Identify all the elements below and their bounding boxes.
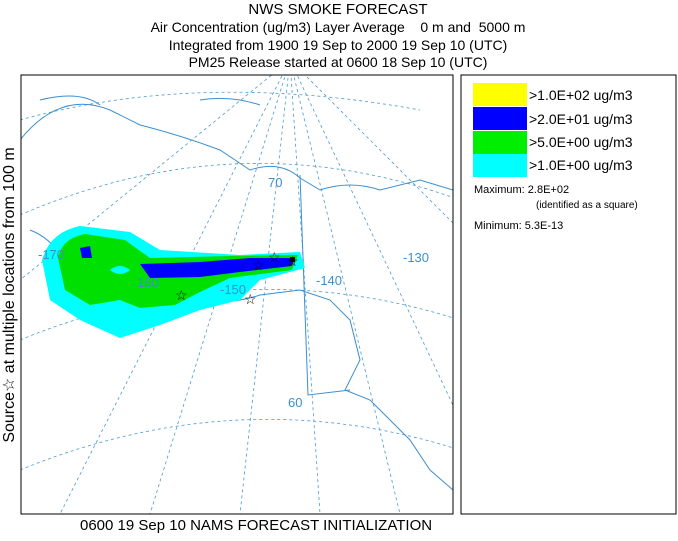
source-star: ☆	[268, 249, 281, 265]
title: NWS SMOKE FORECAST	[248, 1, 427, 18]
source-star: ☆	[286, 253, 299, 269]
graticule	[21, 163, 453, 216]
map-label: 60	[288, 395, 302, 410]
legend-swatch	[473, 131, 527, 154]
map-frame	[20, 74, 454, 515]
subtitle: Integrated from 1900 19 Sep to 2000 19 S…	[169, 37, 508, 53]
map-label: -130	[403, 250, 429, 265]
graticule	[296, 75, 453, 407]
map-label: -150	[220, 282, 246, 297]
map-label: -170	[38, 247, 64, 262]
minimum: Minimum: 5.3E-13	[474, 220, 563, 232]
legend-swatch	[473, 83, 527, 106]
source-star: ☆	[252, 257, 265, 273]
map-label: -140	[316, 273, 342, 288]
map: ☆ ☆ ☆ ☆ ☆ 70 -130 -140 -150 -160 -170 60	[21, 75, 453, 514]
legend-entry: >1.0E+02 ug/m3	[529, 87, 633, 103]
source-star: ☆	[244, 291, 257, 307]
max-square	[290, 257, 295, 262]
subtitle: Air Concentration (ug/m3) Layer Average …	[151, 19, 526, 35]
graticule	[304, 75, 453, 224]
graticule	[290, 75, 321, 514]
maximum-note: (identified as a square)	[536, 200, 638, 211]
plume-2e1	[80, 246, 92, 258]
graticule	[293, 75, 401, 514]
maximum: Maximum: 2.8E+02	[474, 184, 569, 196]
graticule	[149, 75, 286, 514]
plume-2e1	[140, 258, 295, 278]
footer: 0600 19 Sep 10 NAMS FORECAST INITIALIZAT…	[80, 517, 432, 534]
map-label: 70	[268, 175, 282, 190]
legend-entry: >2.0E+01 ug/m3	[529, 111, 633, 127]
graticule	[21, 91, 421, 121]
coastline	[21, 103, 453, 191]
legend-swatch	[473, 107, 527, 130]
border	[299, 174, 351, 396]
legend-swatch	[473, 154, 527, 177]
legend-frame	[460, 74, 677, 515]
source-star: ☆	[175, 287, 188, 303]
legend-entry: >1.0E+00 ug/m3	[529, 157, 633, 173]
subtitle: PM25 Release started at 0600 18 Sep 10 (…	[189, 54, 488, 70]
plume-hole	[110, 266, 130, 274]
coastline	[39, 95, 261, 106]
side-label: Source☆ at multiple locations from 100 m	[1, 147, 18, 442]
legend-entry: >5.0E+00 ug/m3	[529, 134, 633, 150]
map-label: -160	[133, 275, 159, 290]
graticule	[239, 75, 289, 514]
